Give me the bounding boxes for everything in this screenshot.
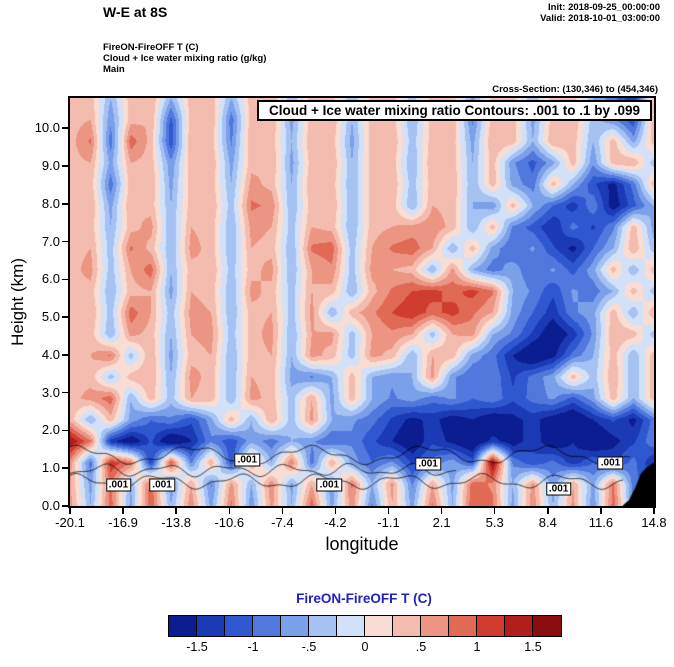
y-axis-tick-label: 6.0 (41, 271, 60, 287)
colorbar-segment (533, 616, 561, 636)
colorbar-title: FireON-FireOFF T (C) (296, 591, 432, 606)
x-axis-tick-label: -10.6 (214, 515, 245, 530)
x-axis-tick (228, 508, 231, 514)
x-axis-tick-label: -7.4 (271, 515, 294, 530)
x-axis-tick-label: 2.1 (432, 515, 451, 530)
colorbar-segment (421, 616, 449, 636)
plot-area: Cloud + Ice water mixing ratio Contours:… (68, 96, 656, 508)
contour-value-label: .001 (234, 453, 261, 467)
contour-value-label: .001 (316, 478, 343, 492)
colorbar-segment (365, 616, 393, 636)
colorbar-segment (225, 616, 253, 636)
domain-label: Main (103, 64, 125, 75)
contour-value-label: .001 (415, 457, 441, 471)
y-axis-tick-label: 5.0 (41, 309, 60, 325)
contour-value-label: .001 (545, 482, 572, 496)
y-axis-tick (62, 240, 68, 243)
y-axis-tick (62, 467, 68, 469)
colorbar-tick-label: 1 (473, 640, 481, 654)
field-info: FireON-FireOFF T (C) Cloud + Ice water m… (103, 42, 266, 75)
x-axis-tick (281, 508, 284, 514)
colorbar (168, 615, 562, 637)
diff-field-label: FireON-FireOFF T (C) (103, 42, 199, 53)
x-axis-tick (334, 508, 337, 514)
colorbar-segment (309, 616, 337, 636)
x-axis-tick (387, 508, 390, 514)
cross-section-coords: Cross-Section: (130,346) to (454,346) (492, 84, 658, 95)
x-axis-tick (122, 508, 124, 514)
colorbar-segment (281, 616, 309, 636)
colorbar-tick-label: 1.5 (524, 640, 542, 654)
x-axis-tick-label: -1.1 (377, 515, 400, 530)
y-axis-tick-label: 4.0 (41, 346, 60, 362)
x-axis-tick-label: -16.9 (108, 515, 138, 530)
y-axis-tick-label: 7.0 (41, 233, 60, 249)
x-axis-tick-label: 5.3 (485, 515, 504, 530)
colorbar-segment (337, 616, 365, 636)
x-axis-tick-label: -13.8 (161, 515, 191, 530)
contour-value-label: .001 (149, 478, 175, 492)
y-axis-tick-label: 10.0 (34, 120, 60, 136)
overlay-field-label: Cloud + Ice water mixing ratio (g/kg) (103, 53, 267, 64)
contour-value-label: .001 (105, 478, 132, 492)
colorbar-tick-label: -.5 (301, 640, 317, 654)
x-axis-tick-label: 14.8 (641, 515, 667, 530)
y-axis-tick-label: 3.0 (41, 384, 60, 400)
colorbar-segment (449, 616, 477, 636)
x-axis-tick (547, 508, 549, 514)
y-axis-tick (62, 203, 68, 205)
y-axis-tick-label: 0.0 (41, 498, 60, 513)
y-axis-tick-label: 1.0 (41, 460, 60, 476)
x-axis-tick (600, 508, 602, 514)
colorbar-segment (197, 616, 225, 636)
x-axis-tick (493, 508, 496, 514)
x-axis-label: longitude (325, 534, 399, 554)
page-title: W-E at 8S (103, 4, 168, 20)
x-axis-tick (175, 508, 177, 514)
run-times: Init: 2018-09-25_00:00:00 Valid: 2018-10… (540, 2, 660, 24)
x-axis-tick-label: -4.2 (324, 515, 347, 530)
y-axis-tick-label: 9.0 (41, 158, 60, 173)
y-axis-tick (62, 278, 68, 281)
y-axis-tick (62, 429, 68, 432)
y-axis-tick (62, 316, 68, 318)
y-axis-tick (62, 354, 68, 356)
x-axis-tick-label: 8.4 (538, 515, 557, 530)
y-axis-tick-label: 2.0 (41, 422, 60, 438)
x-axis-tick-label: 11.6 (588, 515, 614, 530)
colorbar-segment (253, 616, 281, 636)
y-axis-tick (62, 391, 68, 394)
x-axis-tick (653, 508, 655, 514)
contour-value-label: .001 (597, 456, 624, 470)
y-axis-tick (62, 165, 68, 167)
valid-time: Valid: 2018-10-01_03:00:00 (540, 13, 660, 24)
y-axis-tick-label: 8.0 (41, 195, 60, 211)
colorbar-tick-label: -1 (247, 640, 259, 654)
y-axis-tick (62, 505, 68, 507)
colorbar-segment (393, 616, 421, 636)
x-axis-tick (440, 508, 443, 514)
init-time: Init: 2018-09-25_00:00:00 (548, 2, 660, 13)
colorbar-segment (169, 616, 197, 636)
contour-info-box: Cloud + Ice water mixing ratio Contours:… (257, 100, 652, 121)
y-axis-tick (62, 127, 68, 129)
colorbar-tick-label: -1.5 (186, 640, 208, 654)
x-axis-tick-label: -20.1 (55, 515, 85, 530)
colorbar-segment (477, 616, 505, 636)
colorbar-tick-label: .5 (415, 640, 427, 654)
colorbar-tick-label: 0 (361, 640, 369, 654)
colorbar-segment (505, 616, 533, 636)
heatmap-canvas (70, 98, 654, 506)
x-axis-tick (69, 508, 71, 514)
